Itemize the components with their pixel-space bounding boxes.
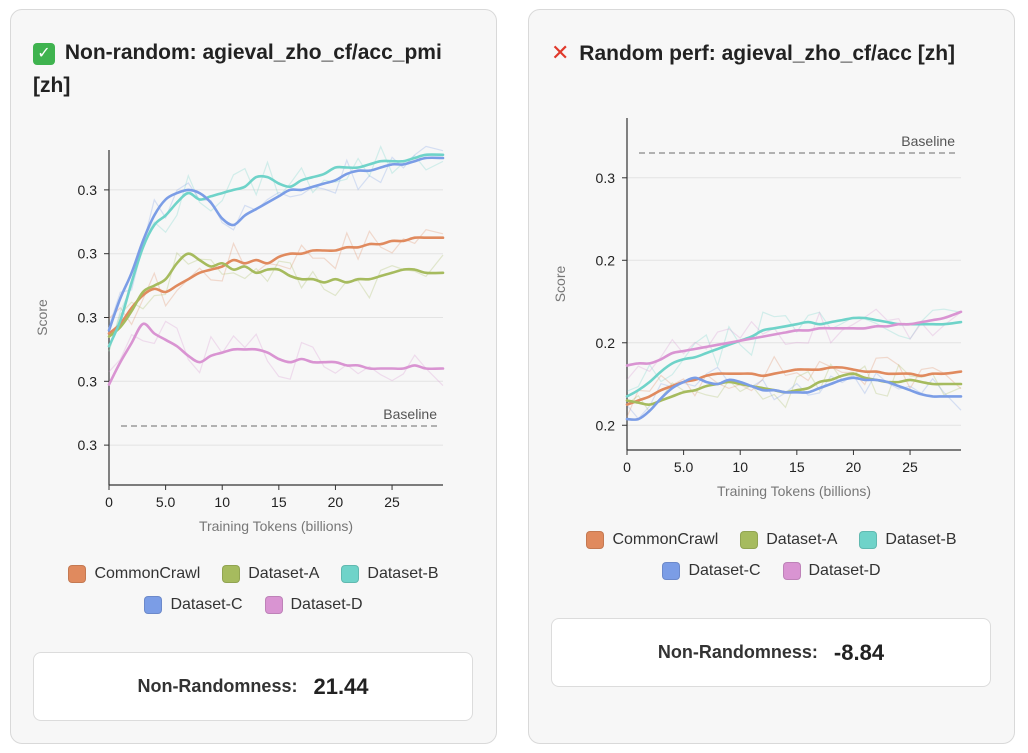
x-axis-label: Training Tokens (billions) (199, 518, 353, 534)
legend-item-dataset-c[interactable]: Dataset-C (662, 562, 761, 580)
x-tick-label: 10 (732, 459, 748, 475)
non-randomness-metric: Non-Randomness: 21.44 (33, 652, 473, 721)
legend-item-dataset-c[interactable]: Dataset-C (144, 596, 243, 614)
series-raw-dataset-b (626, 308, 962, 392)
series-line-dataset-a (107, 252, 445, 338)
x-tick-label: 20 (328, 494, 344, 510)
y-tick-label: 0.2 (596, 335, 616, 351)
x-tick-label: 25 (384, 494, 400, 510)
y-axis-label: Score (552, 266, 568, 303)
legend-swatch (859, 531, 878, 549)
legend-label: CommonCrawl (612, 531, 719, 548)
legend: CommonCrawl Dataset-A Dataset-B Dataset-… (11, 565, 496, 627)
panel-non-random: ✓ Non-random: agieval_zho_cf/acc_pmi [zh… (10, 9, 497, 744)
legend-row: CommonCrawl Dataset-A Dataset-B (11, 565, 496, 583)
series-raw-dataset-b (108, 145, 444, 352)
line-chart: 0.3 0.3 0.3 0.3 0.3 0 5.0 10 15 20 25 Training Toke… (34, 145, 445, 534)
legend-label: Dataset-B (885, 531, 957, 548)
legend-swatch (341, 565, 360, 583)
x-axis-label: Training Tokens (billions) (717, 483, 871, 499)
baseline-label: Baseline (383, 406, 437, 422)
panel-title-text: Non-random: agieval_zho_cf/acc_pmi [zh] (33, 41, 442, 97)
legend-swatch (144, 596, 163, 614)
check-icon: ✓ (33, 43, 55, 65)
legend-swatch (662, 562, 681, 580)
x-tick-label: 0 (623, 459, 631, 475)
legend-row: Dataset-C Dataset-D (11, 596, 496, 614)
metric-label: Non-Randomness: (137, 676, 298, 696)
legend-item-dataset-d[interactable]: Dataset-D (264, 596, 363, 614)
series-raw-dataset-a (108, 251, 444, 352)
cross-icon: ✕ (551, 40, 570, 65)
y-tick-label: 0.3 (596, 170, 616, 186)
x-tick-label: 10 (214, 494, 230, 510)
x-tick-label: 15 (271, 494, 287, 510)
y-tick-label: 0.2 (596, 252, 616, 268)
series-line-commoncrawl (107, 236, 445, 335)
y-tick-label: 0.2 (596, 417, 616, 433)
legend-swatch (740, 531, 759, 549)
legend-label: Dataset-D (290, 596, 363, 613)
panel-title: ✓ Non-random: agieval_zho_cf/acc_pmi [zh… (33, 36, 473, 102)
legend-label: CommonCrawl (94, 565, 201, 582)
x-tick-label: 15 (789, 459, 805, 475)
x-tick-label: 0 (105, 494, 113, 510)
legend-label: Dataset-C (688, 562, 761, 579)
legend-item-dataset-b[interactable]: Dataset-B (859, 531, 957, 549)
legend-label: Dataset-A (248, 565, 320, 582)
legend-item-dataset-b[interactable]: Dataset-B (341, 565, 439, 583)
baseline-label: Baseline (901, 133, 955, 149)
legend-item-dataset-d[interactable]: Dataset-D (782, 562, 881, 580)
panel-random-perf: ✕ Random perf: agieval_zho_cf/acc [zh] 0… (528, 9, 1015, 744)
legend-item-commoncrawl[interactable]: CommonCrawl (586, 531, 718, 549)
metric-value: 21.44 (313, 673, 369, 699)
non-randomness-metric: Non-Randomness: -8.84 (551, 618, 991, 687)
y-tick-label: 0.3 (78, 310, 98, 326)
x-tick-label: 5.0 (156, 494, 176, 510)
legend-swatch (264, 596, 283, 614)
series-raw-commoncrawl (626, 355, 962, 418)
metric-label: Non-Randomness: (657, 642, 818, 662)
legend-row: Dataset-C Dataset-D (529, 562, 1014, 580)
y-tick-label: 0.3 (78, 373, 98, 389)
legend-swatch (68, 565, 87, 583)
y-tick-label: 0.3 (78, 437, 98, 453)
legend: CommonCrawl Dataset-A Dataset-B Dataset-… (529, 531, 1014, 593)
x-tick-label: 5.0 (674, 459, 694, 475)
panel-title-text: Random perf: agieval_zho_cf/acc [zh] (579, 42, 956, 65)
legend-swatch (586, 531, 605, 549)
x-tick-label: 20 (846, 459, 862, 475)
series-raw-dataset-c (108, 145, 444, 327)
legend-label: Dataset-D (808, 562, 881, 579)
y-tick-label: 0.3 (78, 246, 98, 262)
legend-item-commoncrawl[interactable]: CommonCrawl (68, 565, 200, 583)
series-line-dataset-d (107, 322, 445, 386)
line-chart: 0.2 0.2 0.2 0.3 0 5.0 10 15 20 25 Training Tokens … (552, 118, 963, 499)
legend-swatch (782, 562, 801, 580)
legend-label: Dataset-A (766, 531, 838, 548)
series-line-dataset-b (107, 153, 445, 348)
legend-item-dataset-a[interactable]: Dataset-A (740, 531, 837, 549)
legend-item-dataset-a[interactable]: Dataset-A (222, 565, 319, 583)
x-tick-label: 25 (902, 459, 918, 475)
legend-label: Dataset-C (170, 596, 243, 613)
legend-row: CommonCrawl Dataset-A Dataset-B (529, 531, 1014, 549)
metric-value: -8.84 (833, 639, 885, 665)
legend-swatch (222, 565, 241, 583)
series-line-dataset-c (107, 156, 445, 332)
panel-title: ✕ Random perf: agieval_zho_cf/acc [zh] (551, 36, 991, 70)
legend-label: Dataset-B (367, 565, 439, 582)
y-axis-label: Score (34, 299, 50, 336)
series-raw-commoncrawl (108, 229, 444, 326)
series-line-dataset-c (625, 376, 963, 421)
series-raw-dataset-d (108, 320, 444, 387)
series-line-dataset-d (625, 310, 963, 367)
y-tick-label: 0.3 (78, 182, 98, 198)
